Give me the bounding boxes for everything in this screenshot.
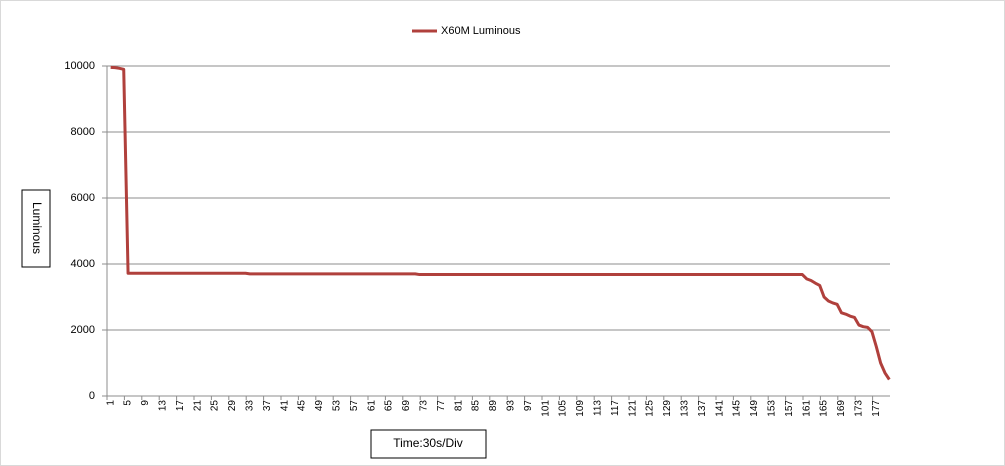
x-tick-label: 133 <box>680 400 691 417</box>
y-axis-title: Luminous <box>30 202 44 254</box>
x-tick-label: 61 <box>366 400 377 412</box>
x-tick-label: 33 <box>245 400 256 412</box>
x-axis-title-box <box>370 429 487 459</box>
x-tick-label: 29 <box>227 400 238 412</box>
y-tick-label: 8000 <box>71 126 95 138</box>
x-tick-label: 9 <box>140 400 151 406</box>
x-tick-label: 65 <box>384 400 395 412</box>
y-tick-label: 2000 <box>71 324 95 336</box>
x-tick-label: 89 <box>488 400 499 412</box>
x-tick-label: 93 <box>506 400 517 412</box>
x-axis-title: Time:30s/Div <box>393 436 463 450</box>
y-tick-label: 0 <box>89 390 95 402</box>
y-tick-label: 4000 <box>71 258 95 270</box>
y-axis-title-box <box>21 189 51 268</box>
x-tick-label: 69 <box>401 400 412 412</box>
x-tick-label: 73 <box>419 400 430 412</box>
x-tick-label: 13 <box>158 400 169 412</box>
x-tick-label: 53 <box>332 400 343 412</box>
x-tick-label: 37 <box>262 400 273 412</box>
x-tick-label: 145 <box>732 400 743 417</box>
x-tick-label: 117 <box>610 400 621 416</box>
x-tick-label: 173 <box>854 400 865 417</box>
x-tick-label: 125 <box>645 400 656 417</box>
x-tick-label: 97 <box>523 400 534 412</box>
data-line <box>110 65 891 381</box>
y-tick-label: 10000 <box>64 60 95 72</box>
x-tick-label: 77 <box>436 400 447 412</box>
x-tick-label: 57 <box>349 400 360 412</box>
x-tick-label: 137 <box>697 400 708 417</box>
x-tick-label: 121 <box>627 400 638 417</box>
y-tick-label: 6000 <box>71 192 95 204</box>
legend-label: X60M Luminous <box>441 25 521 37</box>
x-tick-label: 149 <box>749 400 760 417</box>
x-tick-label: 129 <box>662 400 673 417</box>
x-tick-label: 109 <box>575 400 586 417</box>
x-tick-label: 101 <box>540 400 551 417</box>
x-tick-label: 165 <box>819 400 830 417</box>
x-tick-label: 25 <box>210 400 221 412</box>
x-tick-label: 105 <box>558 400 569 417</box>
x-tick-label: 21 <box>192 400 203 412</box>
x-tick-label: 177 <box>871 400 882 417</box>
x-tick-label: 17 <box>175 400 186 412</box>
x-tick-label: 45 <box>297 400 308 412</box>
x-tick-label: 41 <box>279 400 290 412</box>
x-tick-label: 153 <box>767 400 778 417</box>
x-tick-label: 157 <box>784 400 795 417</box>
x-tick-label: 49 <box>314 400 325 412</box>
x-tick-label: 85 <box>471 400 482 412</box>
x-tick-label: 161 <box>801 400 812 417</box>
x-tick-label: 81 <box>453 400 464 412</box>
x-tick-label: 5 <box>123 400 134 406</box>
x-tick-label: 169 <box>836 400 847 417</box>
x-tick-label: 141 <box>714 400 725 417</box>
x-tick-label: 1 <box>105 400 116 406</box>
x-tick-label: 113 <box>593 400 604 416</box>
